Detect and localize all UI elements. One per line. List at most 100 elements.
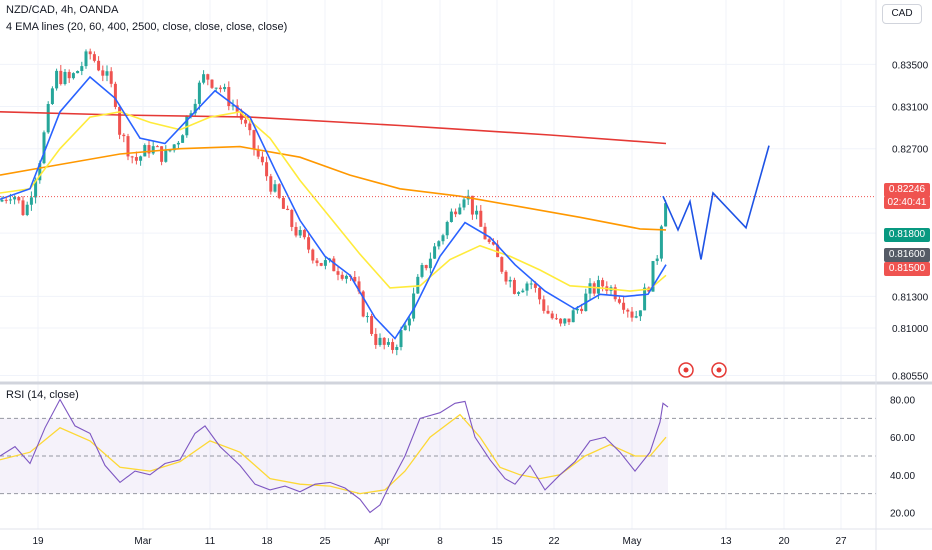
candle-body (588, 283, 592, 294)
currency-button[interactable]: CAD (882, 4, 922, 24)
ema-lines (0, 75, 667, 340)
candle-body (311, 249, 315, 261)
candle-body (437, 241, 441, 247)
time-tick-label: 15 (491, 536, 503, 547)
grid-lines (0, 0, 876, 529)
candle-body (269, 176, 273, 192)
candle-body (479, 210, 483, 227)
candle-body (118, 106, 122, 135)
candle-body (239, 111, 243, 120)
candle-body (613, 287, 617, 300)
candle-body (307, 237, 311, 250)
candle-body (449, 211, 453, 223)
rsi-legend[interactable]: RSI (14, close) (6, 389, 79, 401)
candle-body (651, 261, 655, 292)
candle-body (252, 130, 256, 150)
event-markers[interactable] (678, 362, 727, 378)
candle-body (143, 145, 147, 157)
candle-body (139, 156, 143, 161)
candle-body (50, 88, 54, 105)
candle-body (580, 308, 584, 312)
candle-body (0, 199, 4, 202)
time-tick-label: 8 (437, 536, 443, 547)
candle-body (634, 316, 638, 318)
candle-body (13, 197, 17, 200)
symbol-legend[interactable]: NZD/CAD, 4h, OANDA (6, 4, 119, 16)
candle-body (168, 150, 172, 152)
price-tick-label: 0.81300 (892, 292, 929, 303)
candle-body (155, 146, 159, 148)
candle-body (382, 337, 386, 345)
candle-body (197, 82, 201, 104)
candle-body (643, 287, 647, 311)
candle-body (206, 74, 210, 80)
rsi-lines (0, 398, 669, 514)
candle-body (420, 265, 424, 277)
candle-body (55, 70, 59, 89)
candle-body (428, 258, 432, 269)
price-tick-label: 0.83100 (892, 103, 929, 114)
candle-body (71, 73, 75, 79)
price-tick-label: 0.83500 (892, 60, 929, 71)
candle-body (4, 199, 8, 201)
candle-body (193, 103, 197, 114)
candle-body (294, 226, 298, 236)
candle-body (626, 309, 630, 312)
candle-body (336, 271, 340, 275)
candle-body (517, 292, 521, 294)
candle-body (214, 87, 218, 89)
candle-body (235, 105, 239, 112)
candle-body (63, 71, 67, 85)
candle-body (244, 119, 248, 124)
candle-body (454, 211, 458, 215)
candle-body (407, 318, 411, 326)
time-tick-label: 22 (548, 536, 560, 547)
candle-body (97, 60, 101, 71)
candle-body (470, 195, 474, 215)
candle-body (361, 291, 365, 317)
candle-body (122, 134, 126, 137)
candle-body (630, 311, 634, 318)
candle-body (521, 290, 525, 293)
price-label-level-b: 0.81600 (884, 248, 930, 262)
candle-body (17, 197, 21, 201)
candle-body (353, 276, 357, 282)
projection-path (662, 145, 770, 260)
candle-body (181, 135, 185, 143)
candle-body (559, 318, 563, 324)
candle-body (265, 162, 269, 177)
candle-body (538, 287, 542, 300)
time-tick-label: Mar (134, 536, 152, 547)
candle-body (42, 132, 46, 164)
ema-400-line (0, 145, 667, 231)
rsi-line (0, 398, 669, 514)
candle-body (365, 316, 369, 318)
ema-legend[interactable]: 4 EMA lines (20, 60, 400, 2500, close, c… (6, 21, 288, 33)
time-tick-label: 11 (205, 536, 216, 547)
candle-body (189, 113, 193, 116)
time-tick-label: 20 (778, 536, 790, 547)
price-label-level-c: 0.81500 (884, 262, 930, 276)
candle-body (223, 87, 227, 90)
time-tick-label: Apr (374, 536, 390, 547)
candle-body (210, 79, 214, 88)
candle-body (571, 310, 575, 323)
candle-body (374, 333, 378, 345)
rsi-tick-label: 60.00 (890, 433, 915, 444)
candle-body (302, 230, 306, 238)
candle-body (344, 275, 348, 279)
candle-body (76, 71, 80, 74)
candle-body (176, 142, 180, 145)
candle-body (147, 145, 151, 154)
candle-body (357, 281, 361, 292)
candle-body (84, 51, 88, 67)
ema-60-line (0, 110, 667, 292)
candle-body (88, 51, 92, 55)
last-price-label: 0.82246 (884, 183, 930, 197)
candle-body (101, 70, 105, 76)
candle-body (424, 265, 428, 269)
candle-body (29, 197, 33, 205)
candle-body (160, 146, 164, 162)
candle-body (227, 87, 231, 107)
